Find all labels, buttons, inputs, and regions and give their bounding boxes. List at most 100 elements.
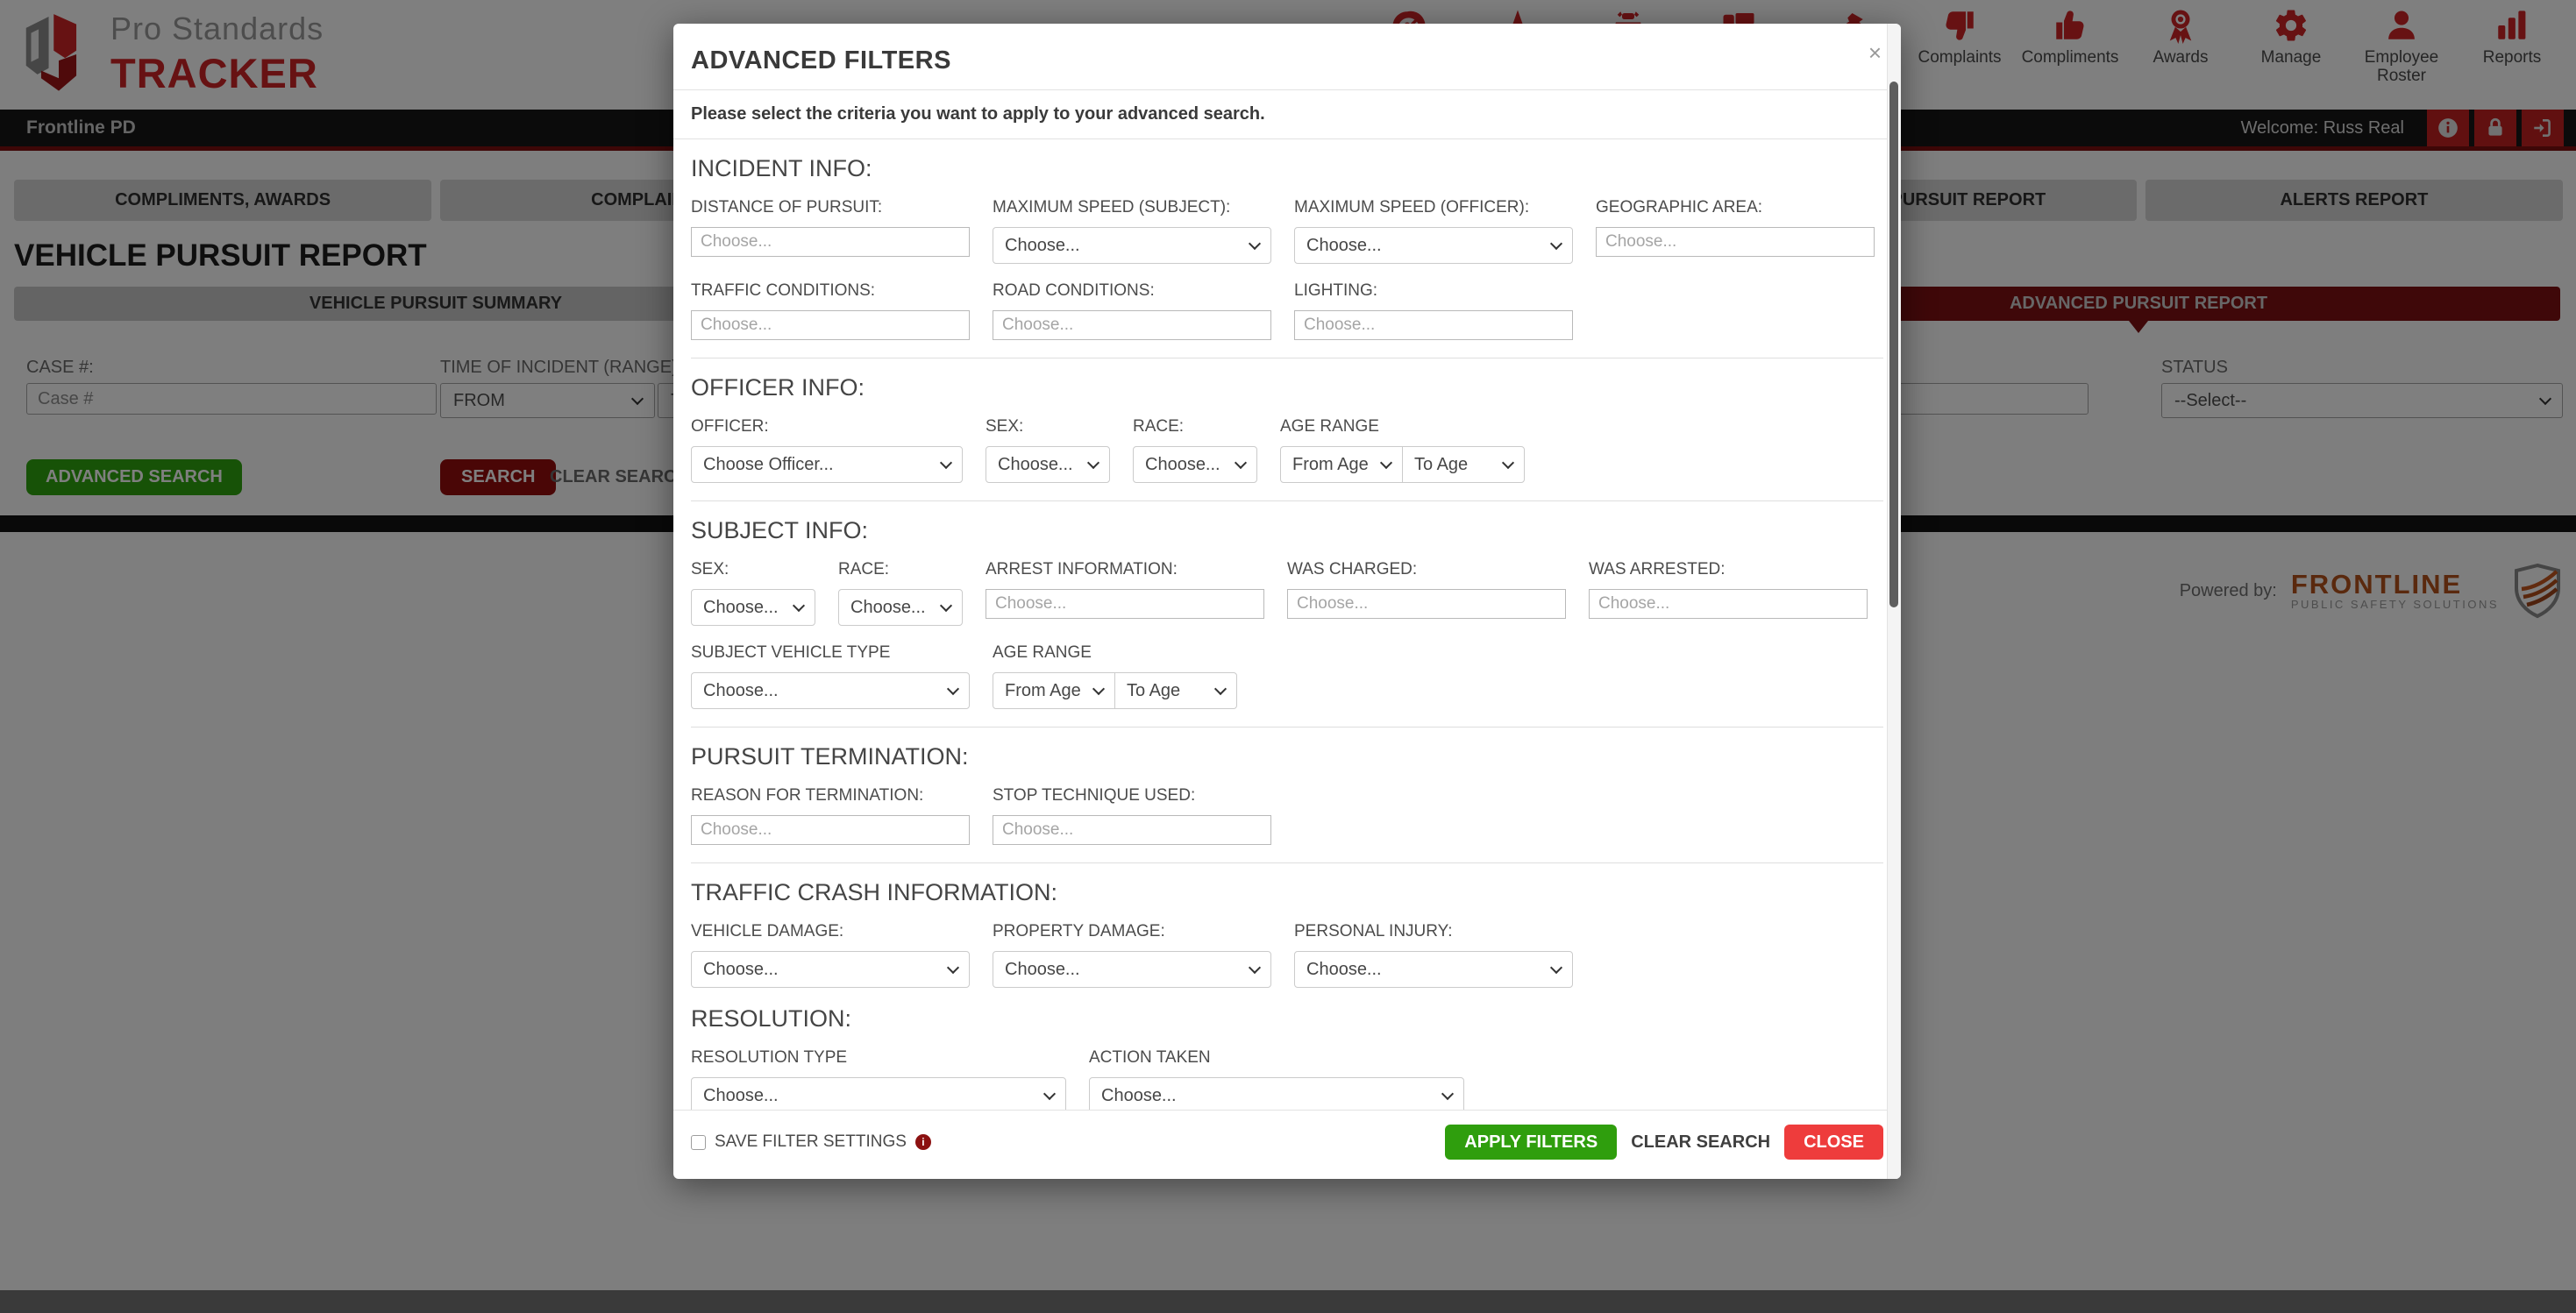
max-speed-subject-select[interactable]: Choose... — [993, 227, 1271, 264]
field-label: ROAD CONDITIONS: — [993, 281, 1155, 300]
modal-header: ADVANCED FILTERS × — [673, 24, 1901, 89]
personal-injury-select[interactable]: Choose... — [1294, 951, 1573, 988]
save-filter-settings-checkbox[interactable] — [691, 1134, 706, 1150]
field-label: STOP TECHNIQUE USED: — [993, 786, 1196, 805]
max-speed-officer-select[interactable]: Choose... — [1294, 227, 1573, 264]
field-row: SUBJECT VEHICLE TYPE Choose... AGE RANGE… — [691, 643, 1883, 709]
divider — [673, 89, 1901, 90]
field-label: REASON FOR TERMINATION: — [691, 786, 924, 805]
field-geographic-area: GEOGRAPHIC AREA: — [1596, 198, 1875, 264]
modal-title: ADVANCED FILTERS — [691, 46, 951, 75]
field-officer-sex: SEX: Choose... — [986, 417, 1110, 483]
select-value: Choose... — [703, 597, 779, 617]
field-traffic-conditions: TRAFFIC CONDITIONS: — [691, 281, 970, 340]
chevron-down-icon — [1042, 1087, 1057, 1100]
section-heading-pursuit-termination: PURSUIT TERMINATION: — [691, 743, 969, 770]
resolution-type-select[interactable]: Choose... — [691, 1077, 1066, 1110]
section-heading-traffic-crash-information: TRAFFIC CRASH INFORMATION: — [691, 879, 1057, 905]
field-subject-vehicle-type: SUBJECT VEHICLE TYPE Choose... — [691, 643, 970, 709]
modal-body: INCIDENT INFO: DISTANCE OF PURSUIT: MAXI… — [673, 139, 1901, 1110]
was-charged-input[interactable] — [1287, 589, 1566, 619]
select-value: From Age — [1292, 454, 1369, 474]
field-label: TRAFFIC CONDITIONS: — [691, 281, 876, 300]
section-divider — [691, 500, 1883, 501]
field-reason-for-termination: REASON FOR TERMINATION: — [691, 786, 970, 845]
field-was-arrested: WAS ARRESTED: — [1589, 560, 1868, 626]
field-property-damage: PROPERTY DAMAGE: Choose... — [993, 922, 1271, 988]
subject-age-to-select[interactable]: To Age — [1114, 672, 1237, 709]
subject-sex-select[interactable]: Choose... — [691, 589, 815, 626]
chevron-down-icon — [1086, 456, 1100, 469]
field-officer-age-range: AGE RANGE From Age To Age — [1280, 417, 1525, 483]
was-arrested-input[interactable] — [1589, 589, 1868, 619]
select-value: Choose... — [1306, 959, 1382, 979]
section-divider — [691, 862, 1883, 863]
chevron-down-icon — [1379, 456, 1393, 469]
officer-sex-select[interactable]: Choose... — [986, 446, 1110, 483]
field-label: RACE: — [1133, 417, 1185, 436]
field-label: PERSONAL INJURY: — [1294, 922, 1453, 940]
field-label: MAXIMUM SPEED (SUBJECT): — [993, 198, 1231, 216]
subject-vehicle-type-select[interactable]: Choose... — [691, 672, 970, 709]
field-resolution-type: RESOLUTION TYPE Choose... — [691, 1048, 1066, 1110]
officer-select[interactable]: Choose Officer... — [691, 446, 963, 483]
field-row: TRAFFIC CONDITIONS: ROAD CONDITIONS: LIG… — [691, 281, 1883, 340]
field-label: WAS CHARGED: — [1287, 560, 1418, 578]
arrest-information-input[interactable] — [986, 589, 1264, 619]
field-label: SEX: — [691, 560, 729, 578]
field-was-charged: WAS CHARGED: — [1287, 560, 1566, 626]
field-label: GEOGRAPHIC AREA: — [1596, 198, 1763, 216]
geographic-area-input[interactable] — [1596, 227, 1875, 257]
info-icon[interactable]: i — [914, 1134, 931, 1150]
subject-age-range: From Age To Age — [993, 672, 1237, 709]
field-label: LIGHTING: — [1294, 281, 1378, 300]
modal-close-button[interactable]: CLOSE — [1784, 1125, 1883, 1160]
close-icon[interactable]: × — [1868, 39, 1882, 66]
road-conditions-input[interactable] — [993, 310, 1271, 340]
subject-age-from-select[interactable]: From Age — [993, 672, 1115, 709]
officer-age-range: From Age To Age — [1280, 446, 1525, 483]
officer-age-to-select[interactable]: To Age — [1402, 446, 1525, 483]
field-max-speed-subject: MAXIMUM SPEED (SUBJECT): Choose... — [993, 198, 1271, 264]
chevron-down-icon — [1248, 237, 1262, 250]
chevron-down-icon — [1549, 237, 1563, 250]
field-vehicle-damage: VEHICLE DAMAGE: Choose... — [691, 922, 970, 988]
select-value: To Age — [1414, 454, 1469, 474]
scrollbar-thumb[interactable] — [1889, 82, 1898, 607]
apply-filters-button[interactable]: APPLY FILTERS — [1445, 1125, 1618, 1160]
chevron-down-icon — [1213, 682, 1228, 695]
select-value: To Age — [1127, 680, 1181, 700]
modal-clear-search-link[interactable]: CLEAR SEARCH — [1631, 1132, 1771, 1152]
field-row: DISTANCE OF PURSUIT: MAXIMUM SPEED (SUBJ… — [691, 198, 1883, 264]
traffic-conditions-input[interactable] — [691, 310, 970, 340]
modal-scrollbar[interactable] — [1887, 24, 1901, 1179]
action-taken-select[interactable]: Choose... — [1089, 1077, 1464, 1110]
lighting-input[interactable] — [1294, 310, 1573, 340]
field-max-speed-officer: MAXIMUM SPEED (OFFICER): Choose... — [1294, 198, 1573, 264]
subject-race-select[interactable]: Choose... — [838, 589, 963, 626]
field-row: OFFICER: Choose Officer... SEX: Choose..… — [691, 417, 1883, 483]
property-damage-select[interactable]: Choose... — [993, 951, 1271, 988]
section-heading-incident-info: INCIDENT INFO: — [691, 155, 872, 181]
select-value: Choose... — [703, 680, 779, 700]
section-heading-resolution: RESOLUTION: — [691, 1005, 852, 1032]
field-label: ARREST INFORMATION: — [986, 560, 1178, 578]
stop-technique-used-input[interactable] — [993, 815, 1271, 845]
save-filter-settings: SAVE FILTER SETTINGS i — [691, 1132, 931, 1152]
distance-of-pursuit-input[interactable] — [691, 227, 970, 257]
select-value: Choose... — [1005, 235, 1080, 255]
field-row: SEX: Choose... RACE: Choose... ARREST IN… — [691, 560, 1883, 626]
select-value: Choose Officer... — [703, 454, 834, 474]
vehicle-damage-select[interactable]: Choose... — [691, 951, 970, 988]
field-distance-of-pursuit: DISTANCE OF PURSUIT: — [691, 198, 970, 264]
field-row: REASON FOR TERMINATION: STOP TECHNIQUE U… — [691, 786, 1883, 845]
reason-for-termination-input[interactable] — [691, 815, 970, 845]
field-label: SUBJECT VEHICLE TYPE — [691, 643, 891, 662]
field-officer-race: RACE: Choose... — [1133, 417, 1257, 483]
chevron-down-icon — [1501, 456, 1515, 469]
chevron-down-icon — [1441, 1087, 1455, 1100]
modal-intro: Please select the criteria you want to a… — [691, 104, 1265, 124]
officer-race-select[interactable]: Choose... — [1133, 446, 1257, 483]
officer-age-from-select[interactable]: From Age — [1280, 446, 1403, 483]
field-row: RESOLUTION TYPE Choose... ACTION TAKEN C… — [691, 1048, 1883, 1110]
